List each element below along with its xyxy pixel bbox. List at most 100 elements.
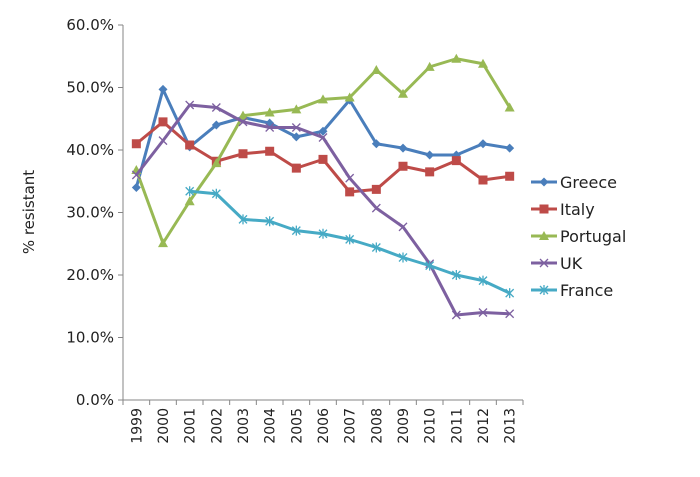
data-point	[371, 65, 382, 74]
data-point	[185, 100, 195, 110]
data-point	[158, 238, 168, 248]
y-axis-label: % resistant	[20, 170, 38, 254]
legend-item: France	[531, 281, 613, 300]
series-italy	[131, 117, 515, 197]
data-point	[184, 196, 195, 206]
y-tick-label: 50.0%	[66, 79, 114, 97]
data-point	[505, 288, 515, 299]
data-point	[318, 154, 328, 164]
data-point	[425, 167, 435, 177]
data-point	[398, 252, 408, 263]
data-point	[211, 120, 221, 130]
data-point	[318, 133, 328, 142]
data-point	[371, 242, 381, 253]
data-point	[505, 309, 515, 319]
axes: 0.0% 10.0% 20.0% 30.0% 40.0% 50.0% 60.0% 1999 20…	[66, 16, 524, 444]
data-point	[238, 214, 248, 225]
y-tick-label: 10.0%	[66, 329, 114, 347]
legend-item: UK	[531, 254, 583, 273]
data-point	[371, 184, 381, 194]
data-point	[451, 53, 462, 63]
data-point	[344, 92, 355, 102]
data-point	[345, 187, 355, 197]
data-point	[504, 102, 515, 112]
legend-label: UK	[560, 254, 583, 273]
data-point	[371, 203, 381, 213]
data-point	[345, 234, 355, 245]
data-point	[158, 136, 168, 146]
data-point	[265, 146, 275, 156]
data-point	[291, 123, 301, 132]
x-tick-label: 2010	[423, 408, 439, 444]
data-point	[478, 139, 488, 149]
data-point	[158, 84, 168, 94]
legend-item: Greece	[531, 173, 617, 192]
x-tick-label: 2006	[316, 408, 332, 444]
y-tick-label: 20.0%	[66, 266, 114, 284]
x-tick-label: 2001	[183, 408, 199, 444]
data-point	[185, 140, 195, 150]
data-point	[478, 275, 488, 286]
x-tick-label: 2003	[236, 408, 252, 444]
data-point	[131, 170, 141, 180]
data-point	[185, 186, 195, 197]
legend-item: Italy	[531, 200, 595, 219]
x-tick-label: 2007	[343, 408, 359, 444]
data-point	[131, 139, 141, 149]
series-france	[185, 186, 515, 299]
data-point	[478, 308, 488, 317]
series-lines	[131, 53, 515, 320]
x-tick-label: 2011	[449, 408, 465, 444]
data-point	[211, 103, 221, 112]
data-point	[451, 270, 461, 280]
data-point	[505, 143, 515, 153]
data-point	[478, 58, 488, 68]
data-point	[371, 139, 381, 149]
series-line	[134, 57, 511, 245]
y-tick-label: 0.0%	[76, 391, 114, 409]
data-point	[211, 158, 222, 168]
x-tick-label: 2009	[396, 408, 412, 444]
data-point	[291, 104, 302, 114]
data-point	[238, 117, 248, 127]
legend-label: Portugal	[560, 227, 626, 246]
data-point	[265, 123, 275, 132]
x-tick-label: 2012	[476, 408, 492, 444]
data-point	[398, 143, 408, 153]
legend-item: Portugal	[531, 227, 626, 246]
x-tick-label: 2005	[289, 408, 305, 444]
legend: Greece Italy Portugal UK France	[531, 173, 626, 300]
data-point	[318, 126, 328, 136]
series-line	[135, 103, 510, 317]
y-tick-label: 60.0%	[66, 16, 114, 34]
data-point	[505, 171, 515, 181]
data-point	[424, 61, 435, 71]
x-tick-label: 2004	[263, 408, 279, 444]
data-point	[451, 310, 461, 320]
data-point	[398, 88, 408, 98]
data-point	[478, 175, 488, 185]
legend-marker	[539, 285, 549, 295]
legend-label: Greece	[560, 173, 617, 192]
data-point	[238, 110, 248, 120]
data-point	[318, 228, 328, 239]
data-point	[398, 161, 408, 171]
data-point	[345, 173, 355, 183]
x-tick-label: 2013	[503, 408, 519, 444]
data-point	[265, 216, 275, 227]
data-point	[425, 260, 435, 271]
data-point	[264, 107, 275, 117]
legend-marker	[539, 258, 549, 268]
x-tick-label: 2008	[369, 408, 385, 444]
legend-marker	[539, 204, 549, 214]
data-point	[291, 225, 301, 236]
data-point	[291, 132, 301, 142]
data-point	[158, 117, 168, 127]
data-point	[451, 156, 461, 166]
y-tick-label: 30.0%	[66, 204, 114, 222]
data-point	[131, 183, 141, 192]
legend-label: France	[560, 281, 613, 300]
legend-marker	[539, 177, 549, 187]
x-tick-label: 2002	[209, 408, 225, 444]
